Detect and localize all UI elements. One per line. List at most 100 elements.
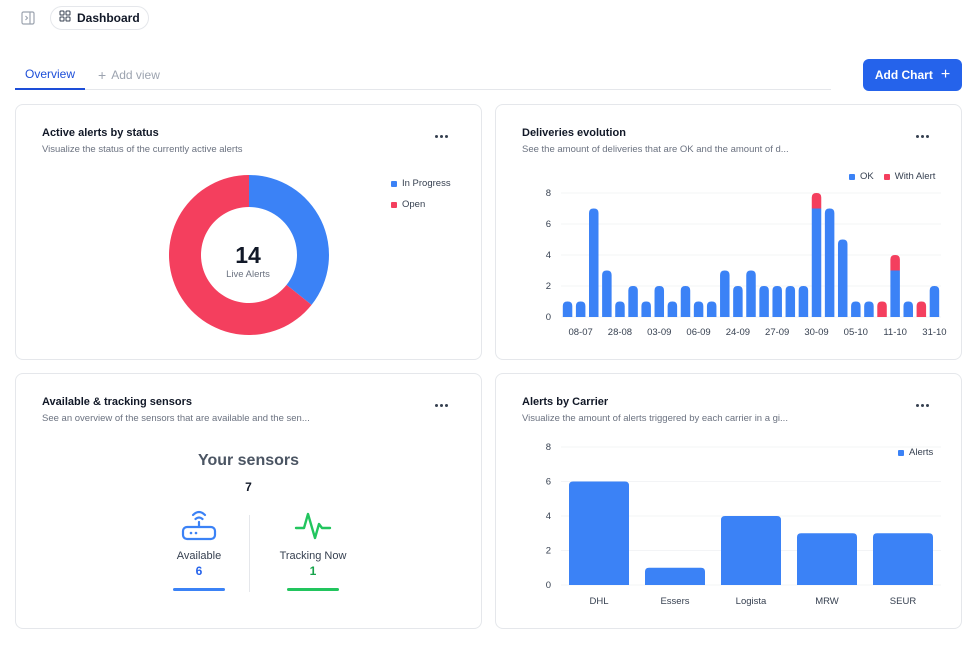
bar-ok: [851, 301, 861, 317]
legend-label: Alerts: [909, 447, 934, 458]
legend-label: With Alert: [894, 171, 936, 182]
y-tick-label: 8: [546, 442, 551, 453]
deliveries-legend: OK With Alert: [849, 171, 935, 182]
deliveries-chart: 0 2 4 6 8 08-07 28-08 03-09 06-09 24-09 27-09 30-09…: [546, 188, 947, 338]
card-sensors: Available & tracking sensors See an over…: [15, 373, 482, 629]
x-tick-label: 03-09: [647, 327, 671, 338]
y-tick-label: 4: [546, 511, 551, 522]
plus-icon: +: [98, 67, 107, 83]
more-options-icon[interactable]: [916, 404, 930, 408]
bar-with-alert: [890, 255, 900, 271]
bar-ok: [641, 301, 651, 317]
legend-item-alerts[interactable]: Alerts: [898, 447, 933, 458]
legend-swatch: [883, 173, 890, 180]
bar-ok: [864, 301, 874, 317]
bar-ok: [733, 286, 743, 317]
bar-alerts: [873, 533, 933, 585]
slice-in-progress[interactable]: [249, 175, 329, 305]
legend-item-ok[interactable]: OK: [849, 171, 874, 182]
card-subtitle: See the amount of deliveries that are OK…: [522, 144, 789, 155]
bar-ok: [746, 270, 756, 317]
x-tick-label: 27-09: [765, 327, 789, 338]
x-tick-label: Logista: [736, 596, 767, 607]
dashboard-icon: [59, 9, 71, 27]
card-deliveries: Deliveries evolution See the amount of d…: [495, 104, 962, 360]
card-title: Available & tracking sensors: [42, 396, 192, 408]
x-tick-label: 11-10: [883, 327, 907, 338]
sensors-total: 7: [245, 480, 252, 494]
bar-ok: [759, 286, 769, 317]
breadcrumb[interactable]: Dashboard: [50, 6, 149, 30]
router-icon: [139, 506, 259, 544]
add-chart-button[interactable]: Add Chart +: [863, 59, 962, 91]
bar-ok: [772, 286, 782, 317]
x-tick-label: 05-10: [844, 327, 868, 338]
donut-total: 14: [235, 242, 261, 268]
card-subtitle: See an overview of the sensors that are …: [42, 413, 310, 424]
bar-ok: [602, 270, 612, 317]
bar-ok: [667, 301, 678, 317]
bar-alerts: [721, 516, 781, 585]
legend-label: Open: [402, 199, 426, 210]
bar-ok: [680, 286, 691, 317]
sensor-divider: [249, 515, 250, 592]
sensor-available-value: 6: [195, 564, 203, 578]
bar-ok: [798, 286, 809, 317]
y-tick-label: 0: [546, 580, 551, 591]
tab-overview[interactable]: Overview: [15, 60, 85, 90]
card-title: Deliveries evolution: [522, 127, 626, 139]
bar-ok: [890, 270, 900, 317]
activity-icon: [253, 506, 373, 544]
x-tick-label: 06-09: [686, 327, 710, 338]
sensor-available-label: Available: [176, 550, 222, 562]
bar-alerts: [645, 567, 705, 585]
legend-swatch: [391, 201, 397, 208]
bar-alerts: [569, 481, 629, 585]
slice-open[interactable]: [168, 175, 312, 335]
card-carriers: Alerts by Carrier Visualize the amount o…: [495, 373, 962, 629]
x-tick-label: Essers: [660, 596, 689, 607]
y-tick-label: 6: [546, 219, 551, 230]
more-options-icon[interactable]: [435, 404, 449, 408]
sensor-tracking-label: Tracking Now: [279, 550, 347, 562]
legend-swatch: [849, 173, 855, 180]
sensor-tracking[interactable]: Tracking Now 1: [253, 506, 373, 591]
bar-ok: [929, 286, 940, 317]
bar-ok: [693, 301, 704, 317]
y-tick-label: 4: [546, 250, 551, 261]
y-tick-label: 2: [546, 281, 551, 292]
more-options-icon[interactable]: [916, 135, 930, 139]
y-tick-label: 2: [546, 546, 551, 557]
x-tick-label: 30-09: [804, 327, 828, 338]
donut-chart: 14 Live Alerts: [168, 175, 329, 335]
y-tick-label: 8: [546, 188, 551, 199]
donut-legend: In Progress Open: [391, 178, 451, 210]
bar-ok: [811, 208, 822, 317]
y-tick-label: 6: [546, 477, 551, 488]
x-tick-label: 28-08: [608, 327, 632, 338]
card-title: Alerts by Carrier: [522, 396, 609, 408]
card-subtitle: Visualize the amount of alerts triggered…: [522, 413, 788, 424]
bar-ok: [706, 301, 717, 317]
bar-ok: [562, 301, 573, 317]
legend-item-with-alert[interactable]: With Alert: [883, 171, 936, 182]
bar-ok: [654, 286, 665, 317]
bar-with-alert: [811, 193, 822, 209]
sidebar-toggle-icon[interactable]: [18, 9, 38, 27]
legend-swatch: [391, 180, 397, 187]
sensors-heading: Your sensors: [197, 452, 300, 469]
more-options-icon[interactable]: [435, 135, 449, 139]
legend-item-open[interactable]: Open: [391, 199, 451, 210]
bar-ok: [575, 301, 586, 317]
add-view-tab[interactable]: + Add view: [98, 60, 160, 90]
card-alerts-status: Active alerts by status Visualize the st…: [15, 104, 482, 360]
legend-item-in-progress[interactable]: In Progress: [391, 178, 451, 189]
view-tabs: Overview + Add view: [15, 60, 831, 90]
bar-ok: [837, 239, 848, 317]
bar-ok: [785, 286, 796, 317]
bar-ok: [903, 301, 913, 317]
sensor-available[interactable]: Available 6: [139, 506, 259, 591]
sensor-tracking-value: 1: [309, 564, 317, 578]
sensor-tracking-bar: [287, 588, 339, 591]
bar-with-alert: [877, 301, 887, 317]
